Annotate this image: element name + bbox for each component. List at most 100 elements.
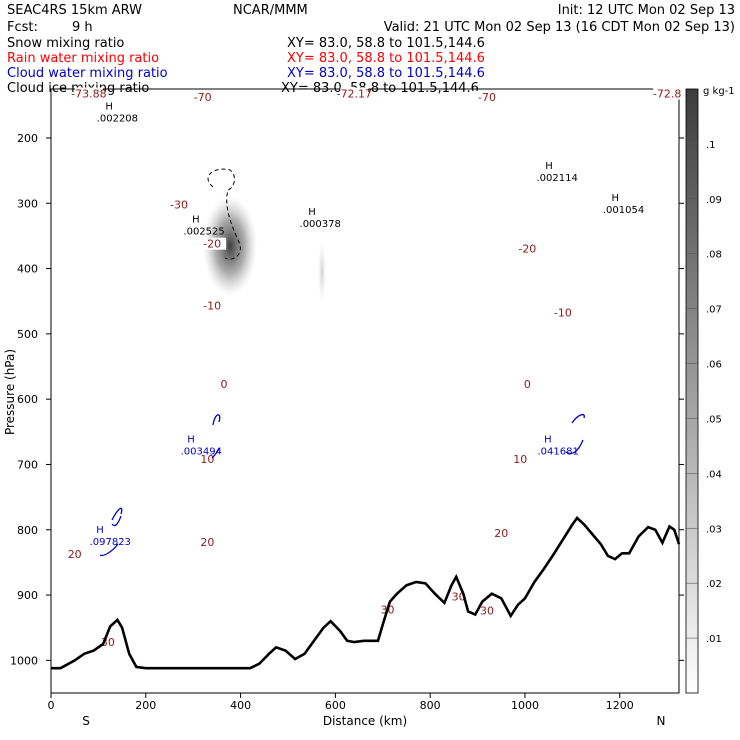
snow-max-value: .002208 <box>97 114 138 125</box>
y-tick-label: 800 <box>17 524 38 537</box>
temperature-label: 20 <box>200 536 214 549</box>
x-axis-end-left: S <box>82 714 90 728</box>
shading-scale-bar <box>685 88 699 694</box>
snow-max-value: .002525 <box>183 227 224 238</box>
y-tick-label: 500 <box>17 328 38 341</box>
y-tick-label: 900 <box>17 589 38 602</box>
snow-max-marker: H <box>105 102 113 113</box>
cloud-water-max-marker: H <box>96 525 104 536</box>
temperature-label-bg <box>188 90 217 103</box>
extrema-labels: H.002208H.002525H.000378H.002114H.001054… <box>90 102 645 548</box>
snow-max-value: .002114 <box>537 173 578 184</box>
temperature-label: -30 <box>170 199 188 212</box>
header-forecast-label: Fcst: <box>7 20 38 35</box>
temperature-label: -10 <box>203 300 221 313</box>
shading-scale-label: .02 <box>706 579 722 590</box>
temperature-label: 20 <box>68 548 82 561</box>
header-forecast-value: 9 h <box>72 20 93 35</box>
temperature-label-bg <box>653 87 682 100</box>
temperature-label: -10 <box>554 306 572 319</box>
plot-frame <box>50 88 680 694</box>
y-tick-label: 600 <box>17 393 38 406</box>
snow-max-marker: H <box>545 161 553 172</box>
x-tick-label: 800 <box>420 699 441 712</box>
temperature-label-bg <box>74 87 103 100</box>
field-name-rain: Rain water mixing ratio <box>7 51 159 66</box>
shading-scale-labels: .01 .02 .03 .04 .05 .06 .07 .08 .09 .1 <box>686 140 722 645</box>
field-xy-cloud-water: XY= 83.0, 58.8 to 101.5,144.6 <box>287 66 485 81</box>
y-tick-label: 1000 <box>10 654 38 667</box>
shading-scale-label: .01 <box>706 634 722 645</box>
cloud-water-contour <box>211 414 221 459</box>
cloud-water-contour <box>565 413 585 455</box>
cloud-water-max-marker: H <box>544 435 552 446</box>
shading-scale-label: .04 <box>706 469 722 480</box>
temperature-label: 20 <box>494 527 508 540</box>
shading-scale-label: .06 <box>706 360 722 371</box>
field-xy-rain: XY= 83.0, 58.8 to 101.5,144.6 <box>287 51 485 66</box>
shading-scale-label: .07 <box>706 305 722 316</box>
temperature-label: -20 <box>518 242 536 255</box>
x-tick-label: 400 <box>230 699 251 712</box>
temperature-label-bg <box>60 547 89 560</box>
x-axis-ticks: 0 200 400 600 800 1000 1200 <box>48 693 634 712</box>
temperature-label-bg <box>198 237 227 250</box>
temperature-label: -70 <box>478 91 496 104</box>
snow-max-value: .000378 <box>300 219 341 230</box>
cloud-water-max-value: .041681 <box>537 447 578 458</box>
temperature-label-bg <box>513 378 542 391</box>
cloud-water-contours <box>99 413 585 557</box>
y-tick-label: 400 <box>17 263 38 276</box>
temperature-label-bg <box>487 526 516 539</box>
y-tick-label: 200 <box>17 132 38 145</box>
temperature-label: -20 <box>203 238 221 251</box>
temperature-label: -70 <box>194 91 212 104</box>
temperature-label: -72.8 <box>653 88 681 101</box>
cloud-water-contour <box>99 507 123 557</box>
y-tick-label: 300 <box>17 197 38 210</box>
temperature-labels: -73.88 -70 -72.17 -70 -72.8 -30 -20 -20 -10 -10 0 0… <box>60 87 682 649</box>
x-tick-label: 1000 <box>511 699 539 712</box>
shading-scale-label: .09 <box>706 195 722 206</box>
shading-scale-label: .03 <box>706 524 722 535</box>
temperature-label-bg <box>513 242 542 255</box>
snow-shading-core <box>203 196 257 296</box>
temperature-label-bg <box>473 90 502 103</box>
temperature-label: -73.88 <box>71 88 106 101</box>
snow-shading-weak <box>318 240 326 304</box>
shading-scale-label: .08 <box>706 250 722 261</box>
x-tick-label: 200 <box>135 699 156 712</box>
temperature-label: 30 <box>480 605 494 618</box>
header-init: Init: 12 UTC Mon 02 Sep 13 <box>558 3 735 18</box>
temperature-label-bg <box>164 198 193 211</box>
temperature-label: 0 <box>524 378 531 391</box>
cloud-water-max-marker: H <box>187 435 195 446</box>
temperature-label-bg <box>209 378 238 391</box>
snow-max-value: .001054 <box>603 205 644 216</box>
x-axis-label: Distance (km) <box>323 714 407 728</box>
temperature-label-bg <box>548 306 577 319</box>
temperature-label: 0 <box>220 378 227 391</box>
cloud-water-max-value: .097823 <box>90 537 131 548</box>
temperature-label: 10 <box>200 453 214 466</box>
temperature-label-bg <box>198 299 227 312</box>
cloud-ice-contour <box>207 168 241 260</box>
temperature-label-bg <box>506 453 535 466</box>
field-name-snow: Snow mixing ratio <box>7 36 124 51</box>
shading-scale-label: .05 <box>706 414 722 425</box>
header-model: SEAC4RS 15km ARW <box>7 3 142 18</box>
y-tick-label: 700 <box>17 458 38 471</box>
temperature-label-bg <box>193 536 222 549</box>
x-axis-end-right: N <box>657 714 666 728</box>
field-name-cloud-water: Cloud water mixing ratio <box>7 66 168 81</box>
snow-max-marker: H <box>192 215 200 226</box>
shading-scale-unit: g kg-1 <box>703 86 735 97</box>
temperature-label: -72.17 <box>337 88 372 101</box>
cloud-water-max-value: .003494 <box>181 447 222 458</box>
header-valid: Valid: 21 UTC Mon 02 Sep 13 (16 CDT Mon … <box>384 20 735 35</box>
x-tick-label: 1200 <box>606 699 634 712</box>
header-org: NCAR/MMM <box>233 3 308 18</box>
terrain-line <box>51 516 681 670</box>
